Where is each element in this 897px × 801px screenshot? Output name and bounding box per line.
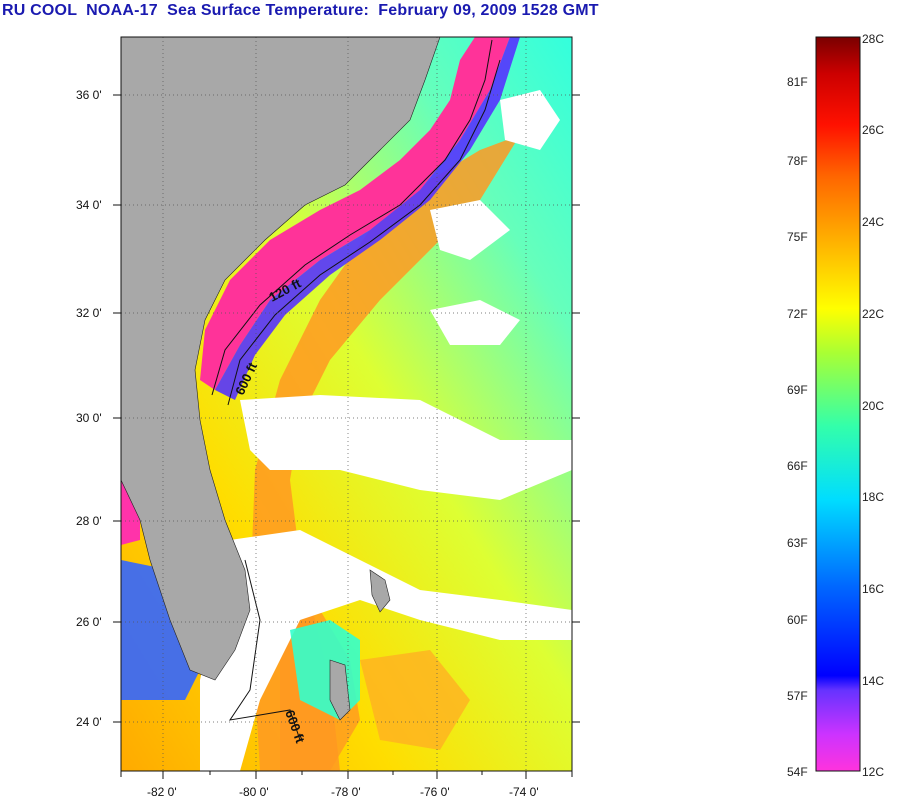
colorbar-c-label: 24C bbox=[862, 215, 884, 229]
lat-tick-label: 26 0' bbox=[76, 615, 102, 629]
colorbar-c-label: 22C bbox=[862, 307, 884, 321]
lat-tick-label: 32 0' bbox=[76, 306, 102, 320]
colorbar-f-label: 75F bbox=[787, 230, 808, 244]
colorbar-f-label: 60F bbox=[787, 613, 808, 627]
colorbar-f-label: 72F bbox=[787, 307, 808, 321]
colorbar-f-label: 69F bbox=[787, 383, 808, 397]
longitude-labels: -82 0' -80 0' -78 0' -76 0' -74 0' bbox=[147, 785, 539, 799]
land-us-southeast bbox=[121, 37, 441, 681]
lat-tick-label: 36 0' bbox=[76, 88, 102, 102]
colorbar: 81F 78F 75F 72F 69F 66F 63F 60F 57F 54F … bbox=[787, 32, 884, 779]
lat-tick-label: 30 0' bbox=[76, 411, 102, 425]
gulf-stream-warm-band bbox=[250, 135, 520, 771]
colorbar-f-label: 81F bbox=[787, 75, 808, 89]
colorbar-c-label: 26C bbox=[862, 123, 884, 137]
cold-water-southwest bbox=[121, 560, 200, 700]
cloud-mask-north-2 bbox=[430, 300, 520, 345]
cold-shelf-edge bbox=[215, 37, 520, 400]
warm-patch-bahamas bbox=[360, 650, 470, 750]
colorbar-c-label: 14C bbox=[862, 674, 884, 688]
cloud-mask-north-1 bbox=[430, 200, 510, 260]
colorbar-c-label: 12C bbox=[862, 765, 884, 779]
bathymetry-contours bbox=[211, 39, 501, 741]
lon-tick-label: -78 0' bbox=[331, 785, 361, 799]
map-area bbox=[121, 37, 572, 771]
latitude-labels: 36 0' 34 0' 32 0' 30 0' 28 0' 26 0' 24 0… bbox=[76, 88, 102, 729]
map-frame bbox=[120, 36, 573, 772]
colorbar-f-label: 66F bbox=[787, 459, 808, 473]
colorbar-gradient bbox=[815, 36, 861, 772]
lat-tick-label: 34 0' bbox=[76, 198, 102, 212]
colorbar-celsius-labels: 28C 26C 24C 22C 20C 18C 16C 14C 12C bbox=[862, 32, 884, 779]
colorbar-fahrenheit-labels: 81F 78F 75F 72F 69F 66F 63F 60F 57F 54F bbox=[787, 75, 808, 779]
lon-tick-label: -74 0' bbox=[509, 785, 539, 799]
contour-120ft bbox=[211, 39, 493, 396]
map-title: RU COOL NOAA-17 Sea Surface Temperature:… bbox=[2, 2, 599, 19]
cloud-mask-south bbox=[200, 530, 572, 771]
colorbar-c-label: 16C bbox=[862, 582, 884, 596]
colorbar-f-label: 63F bbox=[787, 536, 808, 550]
colorbar-c-label: 20C bbox=[862, 399, 884, 413]
land-bahamas-abaco bbox=[369, 569, 391, 613]
colorbar-f-label: 57F bbox=[787, 689, 808, 703]
colorbar-c-label: 18C bbox=[862, 490, 884, 504]
lon-tick-label: -82 0' bbox=[147, 785, 177, 799]
cold-shelf-water bbox=[200, 37, 510, 390]
contour-600ft-south bbox=[228, 559, 301, 741]
land-bahamas-andros bbox=[329, 659, 351, 721]
lon-tick-label: -80 0' bbox=[239, 785, 269, 799]
cloud-mask-central bbox=[240, 395, 572, 500]
colorbar-c-label: 28C bbox=[862, 32, 884, 46]
colorbar-f-label: 54F bbox=[787, 765, 808, 779]
colorbar-f-label: 78F bbox=[787, 154, 808, 168]
lat-tick-label: 28 0' bbox=[76, 514, 102, 528]
cloud-mask-east bbox=[500, 90, 560, 150]
map-tickmarks bbox=[113, 94, 580, 779]
contour-600ft bbox=[227, 59, 501, 406]
lon-tick-label: -76 0' bbox=[420, 785, 450, 799]
lat-tick-label: 24 0' bbox=[76, 715, 102, 729]
